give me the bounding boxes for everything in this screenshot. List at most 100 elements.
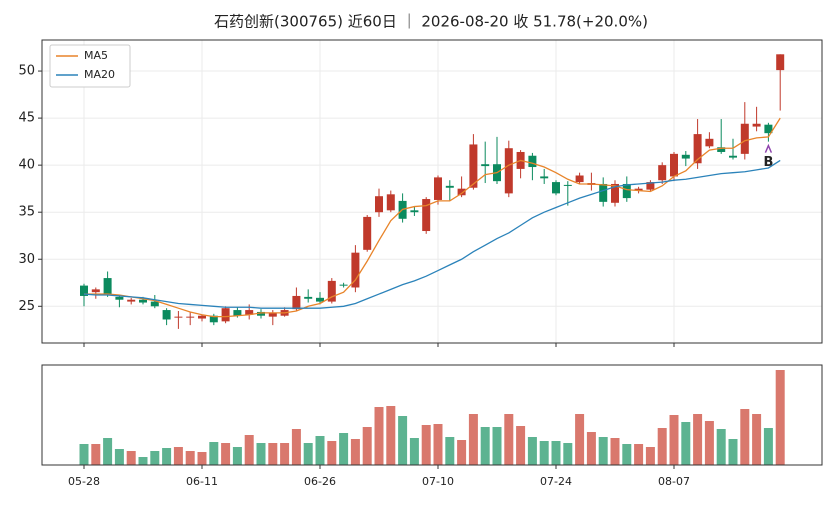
volume-bar [197, 452, 207, 465]
volume-bar [634, 444, 644, 465]
candle-body [563, 184, 572, 186]
candle-body [693, 134, 702, 164]
x-tick-label: 07-24 [540, 475, 572, 488]
volume-bar [280, 443, 290, 465]
volume-bar [551, 441, 561, 465]
volume-bar [162, 448, 172, 465]
x-tick-label: 06-11 [186, 475, 218, 488]
y-tick-label: 35 [18, 205, 35, 220]
candle-body [457, 188, 466, 196]
candle-body [681, 154, 690, 159]
y-tick-label: 25 [18, 299, 35, 314]
volume-bar [681, 422, 691, 465]
volume-bar [91, 444, 101, 465]
volume-bar [315, 436, 325, 465]
volume-bar [291, 429, 301, 465]
volume-bar [339, 433, 349, 465]
candle-body [91, 289, 100, 293]
volume-bar [433, 424, 443, 465]
candle-body [245, 310, 254, 315]
volume-bar [268, 443, 278, 465]
volume-bar [480, 427, 490, 465]
volume-bar [138, 457, 148, 465]
volume-frame [41, 364, 823, 466]
volume-bar [527, 437, 537, 465]
candle-body [422, 199, 431, 232]
candle-body [198, 315, 206, 319]
volume-bar [409, 438, 419, 465]
volume-bar [716, 429, 726, 465]
volume-bar [763, 428, 773, 465]
candle-body [186, 316, 195, 318]
volume-bar [539, 441, 549, 465]
candle-body [729, 155, 737, 158]
volume-bar [362, 427, 372, 465]
volume-bar [516, 426, 526, 465]
volume-bar [126, 451, 136, 465]
volume-bar [256, 443, 266, 465]
volume-bar [327, 441, 337, 465]
candle-body [552, 182, 560, 194]
x-tick-label: 07-10 [422, 475, 454, 488]
volume-bar [386, 406, 396, 465]
candle-body [575, 175, 584, 183]
candle-body [327, 280, 336, 302]
y-tick-label: 40 [18, 158, 35, 173]
ma-line [83, 159, 781, 309]
volume-bar [492, 427, 502, 465]
x-tick-label: 06-26 [304, 475, 336, 488]
candle-body [705, 138, 714, 147]
volume-bar [457, 440, 467, 465]
candle-body [646, 182, 655, 190]
volume-bar [421, 425, 431, 465]
candle-body [410, 210, 419, 213]
candle-body [304, 296, 313, 299]
volume-bar [610, 438, 620, 465]
candle-body [776, 54, 785, 71]
candle-body [257, 311, 265, 316]
candle-body [504, 148, 513, 194]
candle-body [764, 124, 773, 134]
volume-bar [669, 415, 679, 465]
volume-bar [728, 439, 738, 465]
chart-title: 石药创新(300765) 近60日 ｜ 2026-08-20 收 51.78(+… [214, 13, 648, 31]
volume-bar [221, 443, 231, 465]
candle-body [540, 176, 549, 179]
candle-body [469, 144, 478, 188]
volume-bar [775, 370, 785, 465]
candle-body [221, 308, 230, 322]
volume-bar [209, 442, 219, 465]
candle-body [351, 252, 360, 288]
y-tick-label: 30 [18, 252, 35, 267]
candle-body [740, 123, 749, 154]
candle-body [528, 155, 537, 168]
legend-label: MA20 [84, 68, 115, 81]
candle-body [386, 194, 395, 211]
volume-bar [374, 407, 384, 465]
y-tick-label: 45 [18, 111, 35, 126]
candle-body [127, 299, 136, 302]
volume-bar [752, 414, 762, 465]
volume-bar [693, 414, 703, 465]
candle-body [481, 164, 490, 167]
candle-body [150, 301, 159, 307]
volume-bar [598, 437, 608, 465]
x-tick-label: 05-28 [68, 475, 100, 488]
volume-bar [645, 447, 655, 465]
volume-bar [740, 409, 750, 465]
volume-bar [704, 421, 714, 465]
candle-body [445, 185, 454, 188]
volume-bar [185, 451, 195, 465]
volume-bar [303, 443, 313, 465]
volume-bar [114, 449, 124, 465]
candle-body [634, 188, 643, 191]
volume-bar [173, 447, 183, 465]
candle-body [292, 295, 301, 310]
y-tick-label: 50 [18, 64, 35, 79]
annotation: B [763, 155, 773, 170]
x-tick-label: 08-07 [658, 475, 690, 488]
candle-body [115, 296, 124, 300]
candle-body [670, 153, 678, 177]
candle-body [80, 285, 88, 296]
candle-body [339, 284, 348, 286]
